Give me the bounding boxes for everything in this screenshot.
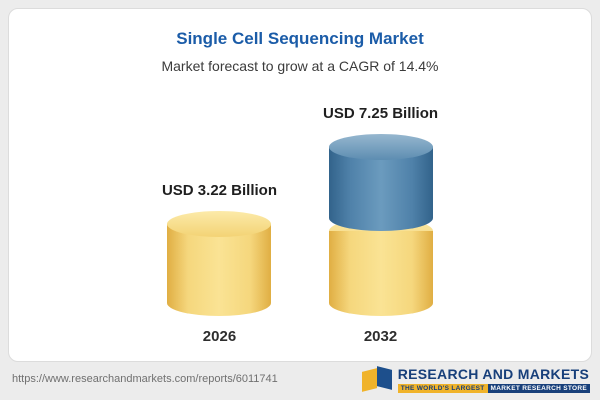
value-label-2032: USD 7.25 Billion (323, 105, 439, 122)
logo-text: RESEARCH AND MARKETS THE WORLD'S LARGEST… (397, 365, 590, 393)
bar-2032-blue-segment (328, 147, 433, 231)
logo-icon-navy-shape (376, 365, 392, 390)
bar-2032-yellow-segment (328, 231, 433, 316)
logo-tagline-left: THE WORLD'S LARGEST (397, 383, 488, 393)
x-tick-2032: 2032 (363, 328, 398, 345)
bar-2032 (328, 134, 433, 316)
logo-icon-gold-shape (361, 367, 377, 392)
chart-card: Single Cell Sequencing Market Market for… (8, 8, 592, 362)
logo-icon (361, 365, 392, 393)
x-tick-2026: 2026 (202, 328, 237, 345)
chart-title: Single Cell Sequencing Market (176, 29, 424, 48)
bar-2032-top-cap (328, 134, 433, 160)
value-label-2026: USD 3.22 Billion (161, 182, 277, 199)
bar-group-2026: USD 3.22 Billion 2026 (162, 182, 277, 345)
research-and-markets-logo: RESEARCH AND MARKETS THE WORLD'S LARGEST… (361, 365, 590, 393)
bar-2026 (167, 211, 272, 316)
report-url-link[interactable]: https://www.researchandmarkets.com/repor… (12, 373, 278, 385)
footer: https://www.researchandmarkets.com/repor… (12, 362, 590, 396)
logo-tagline: THE WORLD'S LARGEST MARKET RESEARCH STOR… (397, 383, 590, 393)
bar-group-2032: USD 7.25 Billion 2032 (323, 105, 438, 345)
chart-subtitle: Market forecast to grow at a CAGR of 14.… (161, 58, 439, 74)
bar-2026-top-cap (167, 211, 272, 237)
bar-2026-body (167, 224, 272, 316)
logo-name: RESEARCH AND MARKETS (397, 365, 590, 382)
bar-chart: USD 3.22 Billion 2026 USD 7.25 Billion 2… (9, 105, 591, 345)
logo-tagline-right: MARKET RESEARCH STORE (487, 383, 590, 393)
